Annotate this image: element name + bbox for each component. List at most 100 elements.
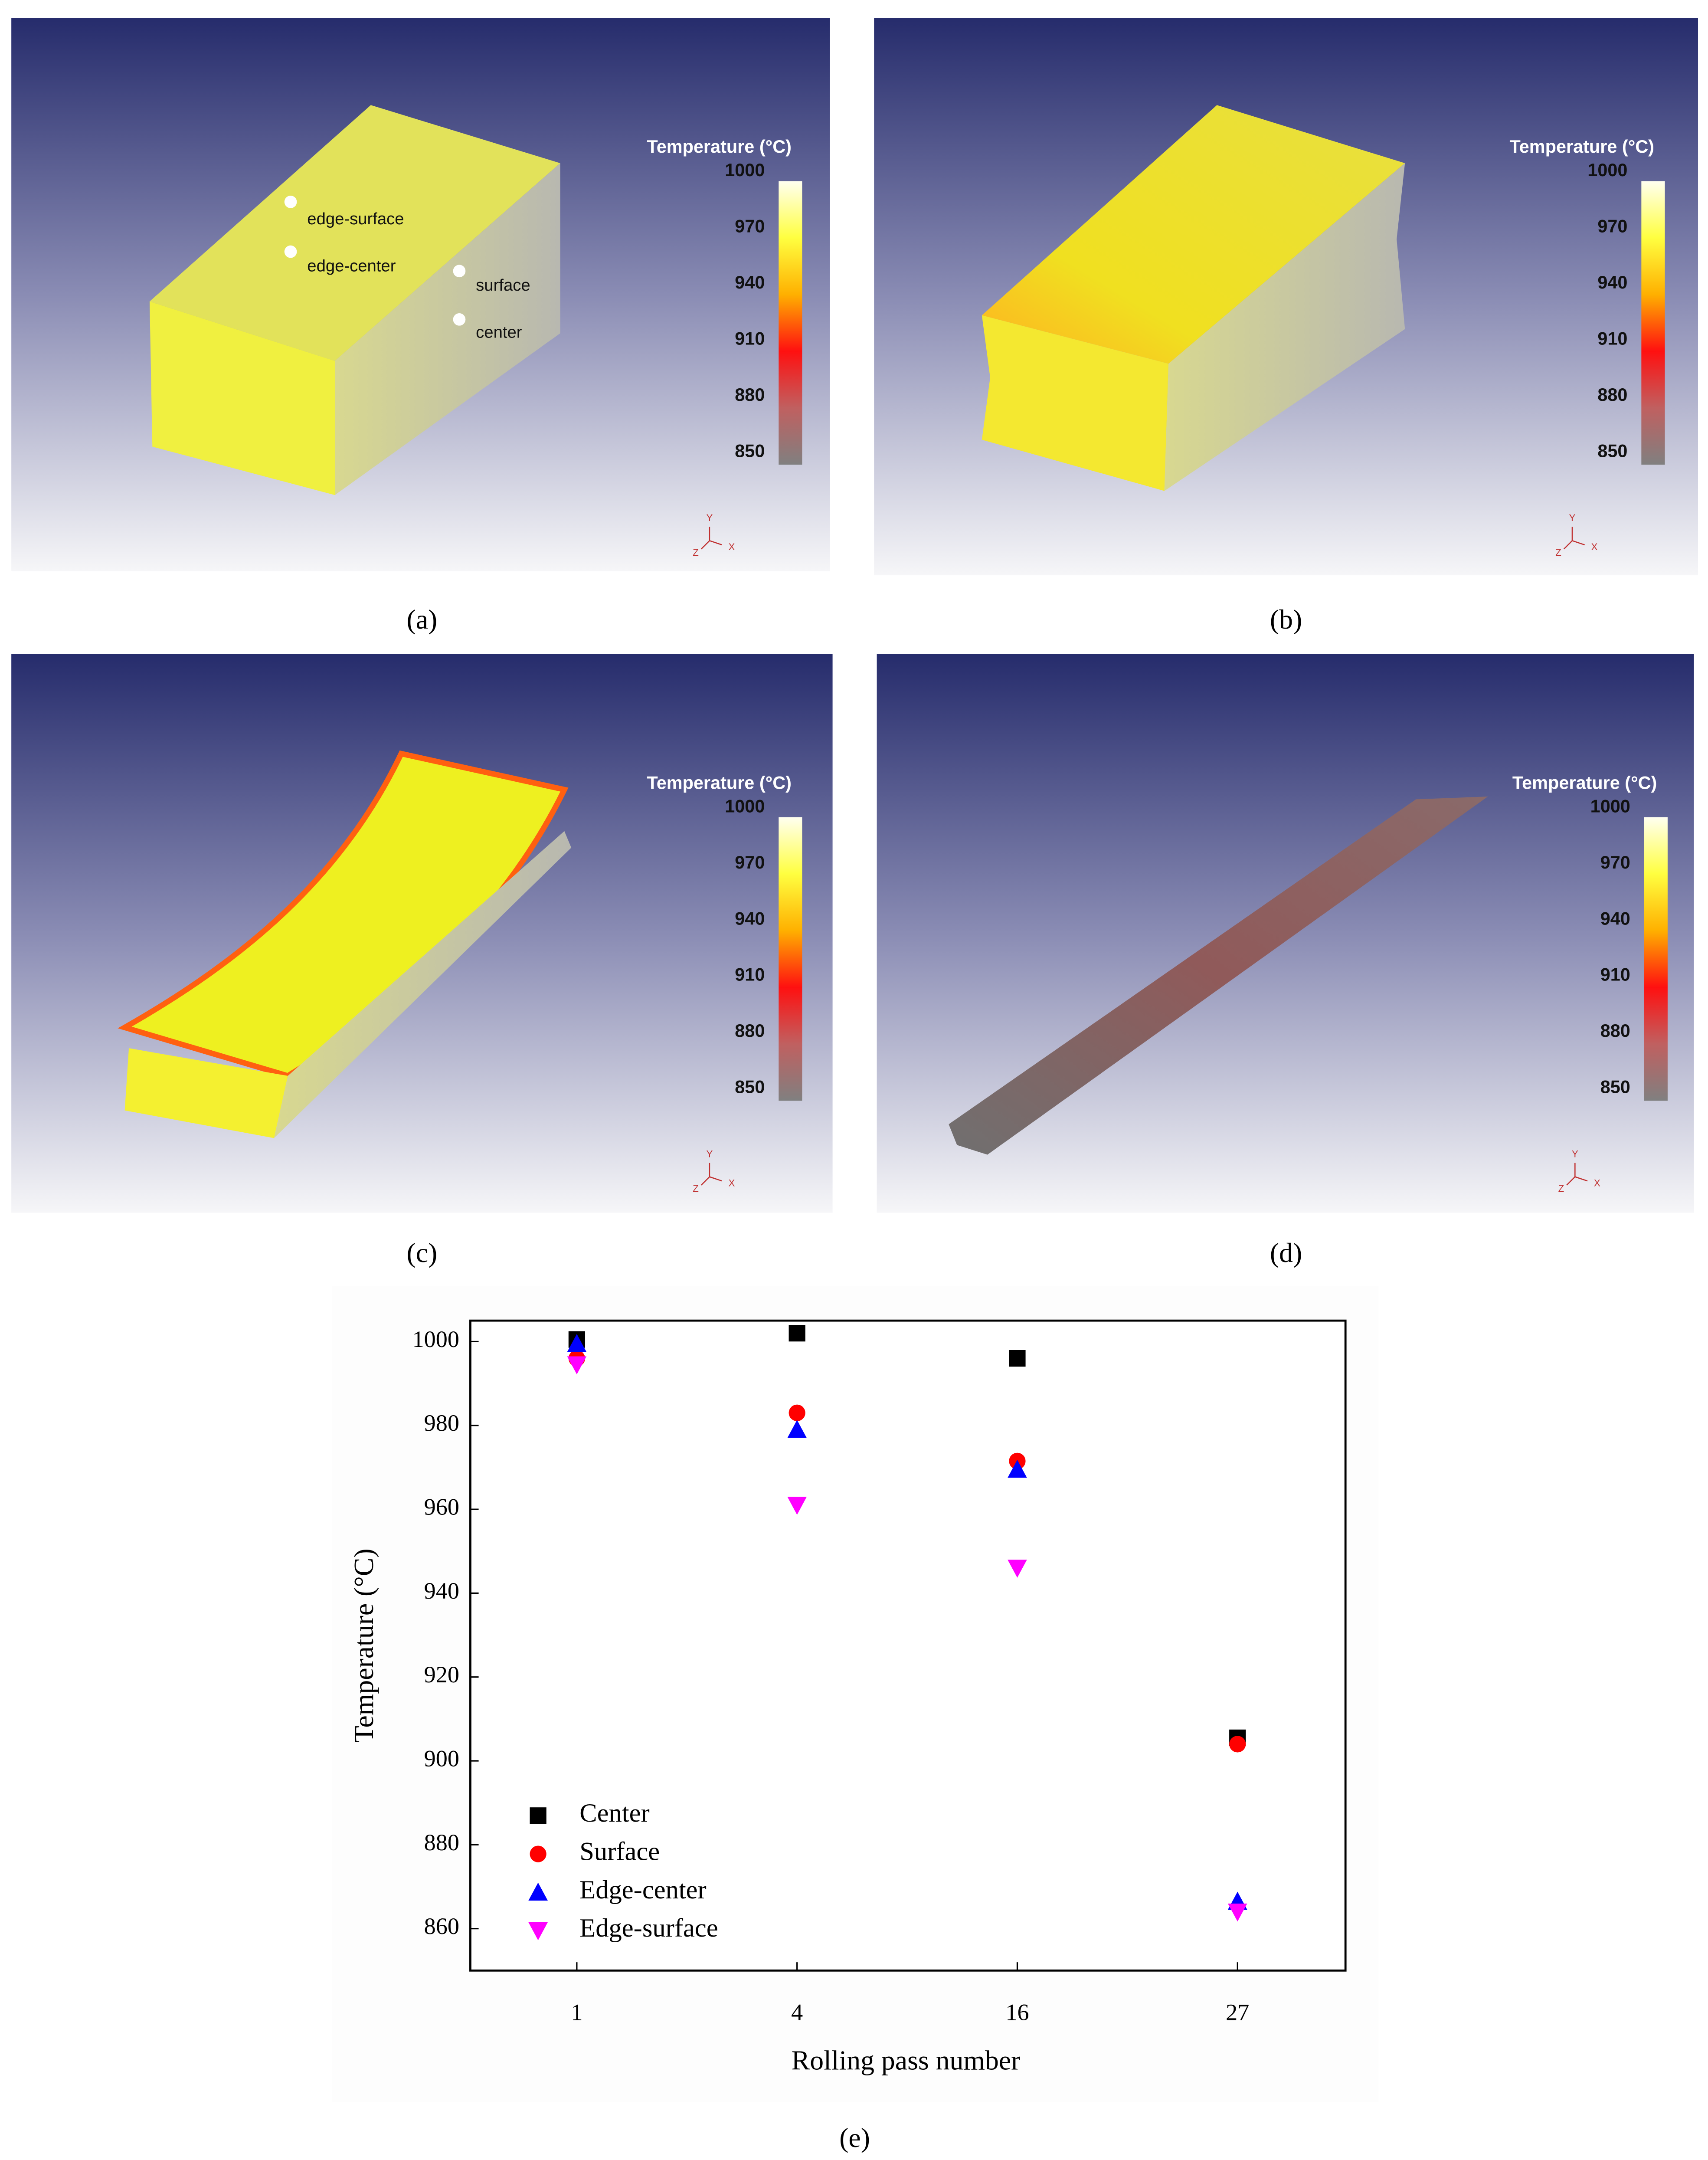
data-point <box>789 1325 805 1342</box>
legend-marker <box>530 1807 546 1824</box>
y-tick-label: 940 <box>424 1578 459 1604</box>
axis-glyph <box>709 540 722 546</box>
colorbar-tick-label: 1000 <box>725 160 765 180</box>
caption: (d) <box>1270 1237 1302 1268</box>
legend-label: Edge-surface <box>579 1914 718 1943</box>
axis-glyph-label: Y <box>706 1149 713 1160</box>
rod <box>949 796 1488 1155</box>
legend-label: Surface <box>579 1837 660 1866</box>
axis-glyph-label: Y <box>706 512 713 523</box>
axis-glyph <box>700 540 710 550</box>
data-point <box>1229 1736 1246 1753</box>
panel: Temperature (°C) 1000 970 940 910 880 850 Y Z Xed… <box>11 18 830 571</box>
y-axis-title: Temperature (°C) <box>348 1548 379 1743</box>
colorbar <box>779 817 802 1101</box>
legend-marker <box>528 1922 548 1940</box>
probe-point <box>453 265 466 278</box>
y-tick-label: 900 <box>424 1745 459 1771</box>
caption: (b) <box>1270 604 1302 635</box>
slab-top <box>149 105 560 361</box>
x-tick-label: 1 <box>571 1999 582 2026</box>
legend-marker <box>528 1882 548 1901</box>
probe-point <box>284 196 297 208</box>
colorbar-tick-label: 1000 <box>725 796 765 816</box>
colorbar-tick-label: 910 <box>735 964 765 985</box>
chart: 860 880 900 920 940 960 980 1000 1 4 16 27 Center Sur… <box>412 1325 1249 2026</box>
axis-glyph-label: Z <box>1558 1183 1564 1194</box>
slab-front <box>982 315 1169 491</box>
axis-glyph-label: Y <box>1569 512 1576 523</box>
y-tick-label: 960 <box>424 1494 459 1520</box>
colorbar-tick-label: 850 <box>1600 1077 1630 1097</box>
plot-frame <box>469 1319 1347 1972</box>
axis-glyph-label: Y <box>1572 1149 1578 1160</box>
slab-side <box>335 163 560 495</box>
colorbar-tick-label: 850 <box>735 1077 765 1097</box>
panel: Temperature (°C) 1000 970 940 910 880 850 Y Z X <box>874 18 1698 576</box>
axis-glyph <box>1566 1176 1576 1186</box>
probe-label: surface <box>476 276 530 295</box>
panel: Temperature (°C) 1000 970 940 910 880 850 Y Z X <box>877 654 1694 1213</box>
colorbar-tick-label: 910 <box>1600 964 1630 985</box>
colorbar-tick-label: 940 <box>1600 908 1630 928</box>
legend-label: Center <box>579 1799 649 1828</box>
legend-title: Temperature (°C) <box>1512 772 1657 793</box>
data-point <box>789 1404 805 1421</box>
colorbar-tick-label: 970 <box>1597 216 1627 236</box>
slab-front <box>124 1048 288 1138</box>
colorbar-tick-label: 1000 <box>1590 796 1630 816</box>
colorbar-tick-label: 850 <box>735 440 765 461</box>
axis-glyph-label: X <box>1594 1177 1600 1188</box>
y-tick-label: 980 <box>424 1410 459 1436</box>
slab-side <box>274 831 572 1138</box>
axis-glyph-label: X <box>1591 541 1598 552</box>
colorbar-tick-label: 970 <box>735 216 765 236</box>
y-tick-label: 1000 <box>412 1326 459 1352</box>
legend-title: Temperature (°C) <box>647 772 792 793</box>
legend-title: Temperature (°C) <box>647 136 792 157</box>
x-tick-label: 27 <box>1226 1999 1249 2026</box>
slab-front <box>149 301 335 495</box>
colorbar-tick-label: 850 <box>1597 440 1627 461</box>
x-tick-label: 16 <box>1005 1999 1029 2026</box>
slab-side <box>1164 163 1405 491</box>
colorbar-tick-label: 970 <box>735 852 765 872</box>
probe-label: edge-surface <box>307 210 404 228</box>
colorbar-tick-label: 910 <box>1597 328 1627 348</box>
caption: (a) <box>406 604 437 635</box>
caption: (c) <box>406 1237 437 1268</box>
legend-title: Temperature (°C) <box>1510 136 1654 157</box>
colorbar-tick-label: 880 <box>1600 1020 1630 1041</box>
data-point <box>1008 1459 1027 1478</box>
colorbar-tick-label: 910 <box>735 328 765 348</box>
colorbar-tick-label: 940 <box>735 908 765 928</box>
legend-marker <box>530 1845 546 1862</box>
colorbar-tick-label: 940 <box>735 272 765 292</box>
axis-glyph-label: Z <box>693 1183 699 1194</box>
axis-glyph-label: X <box>728 1177 735 1188</box>
axis-glyph <box>700 1176 710 1186</box>
axis-glyph <box>1563 540 1573 550</box>
colorbar-tick-label: 880 <box>1597 384 1627 405</box>
colorbar-tick-label: 1000 <box>1587 160 1627 180</box>
colorbar-tick-label: 880 <box>735 1020 765 1041</box>
colorbar <box>1644 817 1668 1101</box>
axis-glyph <box>1572 540 1585 546</box>
axis-glyph <box>709 1176 722 1182</box>
axis-glyph-label: Z <box>1555 547 1561 558</box>
y-tick-label: 860 <box>424 1913 459 1939</box>
colorbar-tick-label: 940 <box>1597 272 1627 292</box>
y-tick-label: 920 <box>424 1662 459 1688</box>
colorbar-tick-label: 880 <box>735 384 765 405</box>
legend-label: Edge-center <box>579 1875 706 1904</box>
data-point <box>567 1356 587 1374</box>
colorbar <box>779 181 802 465</box>
axis-glyph <box>1574 1176 1588 1182</box>
data-point <box>1008 1560 1027 1578</box>
probe-point <box>284 245 297 258</box>
colorbar <box>1641 181 1665 465</box>
slab-top <box>982 105 1405 364</box>
caption: (e) <box>839 2122 870 2153</box>
